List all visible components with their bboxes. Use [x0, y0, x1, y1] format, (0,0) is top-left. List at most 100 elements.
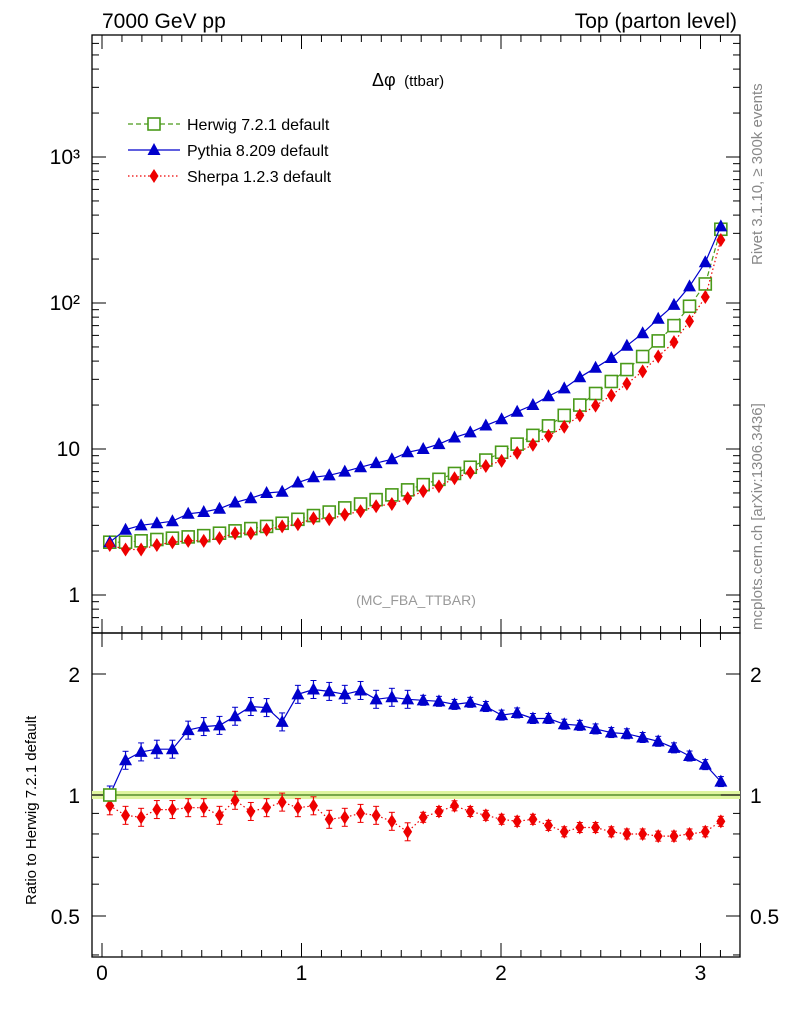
main-point-pythia [698, 255, 712, 268]
main-point-herwig [667, 318, 681, 333]
ratio-point-pythia [150, 742, 164, 755]
main-point-sherpa [277, 519, 287, 534]
ratio-point-pythia [541, 711, 555, 724]
main-point-sherpa [450, 471, 460, 486]
main-point-sherpa [371, 499, 381, 514]
ratio-point-pythia [354, 683, 368, 696]
ratio-point-sherpa [512, 814, 522, 829]
main-point-sherpa [418, 484, 428, 499]
main-point-pythia [401, 445, 415, 458]
ratio-point-sherpa [136, 810, 146, 825]
ratio-point-sherpa [481, 808, 491, 823]
ratio-line-sherpa [109, 799, 722, 837]
ratio-point-pythia [228, 709, 242, 722]
main-point-sherpa [183, 533, 193, 548]
ratio-point-pythia [260, 700, 274, 713]
x-tick-labels: 0 1 2 3 [96, 962, 706, 985]
ratio-y-tick-2-left: 2 [68, 664, 80, 687]
ratio-point-pythia [495, 708, 509, 721]
main-point-pythia [714, 219, 728, 232]
main-point-pythia [213, 501, 227, 514]
ratio-point-sherpa [152, 802, 162, 817]
main-point-pythia [636, 326, 650, 339]
main-point-sherpa [308, 511, 318, 526]
main-point-pythia [119, 522, 133, 535]
ratio-y-tick-05-left: 0.5 [51, 906, 80, 929]
ratio-point-pythia [369, 692, 383, 705]
legend-entry-sherpa: Sherpa 1.2.3 default [128, 169, 332, 186]
ratio-point-pythia [510, 705, 524, 718]
main-point-sherpa [559, 419, 569, 434]
main-point-pythia [479, 418, 493, 431]
main-point-sherpa [653, 349, 663, 364]
main-point-sherpa [543, 428, 553, 443]
main-point-pythia [463, 425, 477, 438]
main-point-pythia [228, 495, 242, 508]
analysis-watermark: (MC_FBA_TTBAR) [356, 592, 476, 608]
main-point-pythia [275, 484, 289, 497]
main-y-tick-10: 10 [57, 438, 80, 461]
x-tick-3: 3 [695, 962, 707, 985]
x-tick-1: 1 [296, 962, 308, 985]
ratio-point-sherpa [700, 824, 710, 839]
main-point-pythia [291, 475, 305, 488]
main-point-pythia [683, 279, 697, 292]
ratio-point-pythia [401, 692, 415, 705]
ratio-line-pythia [109, 688, 722, 796]
main-point-sherpa [356, 504, 366, 519]
ratio-point-pythia [573, 718, 587, 731]
ratio-point-sherpa [450, 798, 460, 813]
ratio-point-sherpa [215, 808, 225, 823]
main-line-sherpa [109, 239, 722, 551]
ratio-point-pythia [432, 694, 446, 707]
rivet-label: Rivet 3.1.10, ≥ 300k events [749, 83, 766, 265]
ratio-y-tick-2-right: 2 [750, 664, 762, 687]
main-point-herwig [651, 334, 666, 348]
main-point-pythia [322, 468, 336, 481]
ratio-point-sherpa [230, 793, 240, 808]
main-point-pythia [165, 514, 179, 527]
main-point-sherpa [638, 364, 648, 379]
main-point-sherpa [575, 408, 585, 423]
header-left: 7000 GeV pp [102, 10, 226, 33]
main-point-sherpa [136, 542, 146, 557]
main-point-pythia [432, 437, 446, 450]
main-point-herwig [682, 299, 697, 314]
main-point-pythia [604, 351, 618, 364]
ratio-point-pythia [714, 774, 728, 787]
ratio-point-sherpa [575, 820, 585, 835]
main-point-sherpa [591, 398, 601, 413]
main-point-sherpa [669, 335, 679, 350]
main-series-group [102, 219, 728, 557]
main-point-sherpa [262, 522, 272, 537]
ratio-point-sherpa [606, 824, 616, 839]
ratio-point-sherpa [340, 810, 350, 825]
main-point-sherpa [497, 453, 507, 468]
ratio-point-sherpa [403, 824, 413, 839]
ratio-point-pythia [306, 682, 320, 695]
ratio-point-pythia [119, 753, 133, 766]
main-line-pythia [109, 226, 722, 543]
legend-label-sherpa: Sherpa 1.2.3 default [187, 169, 332, 186]
ratio-point-sherpa [622, 826, 632, 841]
main-point-sherpa [324, 512, 334, 527]
ratio-point-sherpa [308, 798, 318, 813]
main-point-sherpa [230, 526, 240, 541]
main-point-herwig [635, 349, 650, 364]
ratio-point-pythia [604, 725, 618, 738]
main-title: Δφ (ttbar) [372, 70, 444, 90]
ratio-point-sherpa [716, 814, 726, 829]
main-y-tick-100: 10² [50, 292, 80, 315]
ratio-y-axis-label: Ratio to Herwig 7.2.1 default [23, 715, 40, 905]
main-point-pythia [620, 338, 634, 351]
ratio-point-sherpa [418, 810, 428, 825]
ratio-point-pythia [636, 730, 650, 743]
main-point-sherpa [716, 233, 726, 248]
ratio-point-sherpa [183, 800, 193, 815]
ratio-series-group [92, 680, 740, 844]
ratio-point-sherpa [497, 812, 507, 827]
main-point-herwig [557, 408, 572, 423]
main-point-pythia [385, 452, 399, 465]
ratio-point-pythia [526, 711, 540, 724]
main-point-pythia [260, 485, 274, 498]
